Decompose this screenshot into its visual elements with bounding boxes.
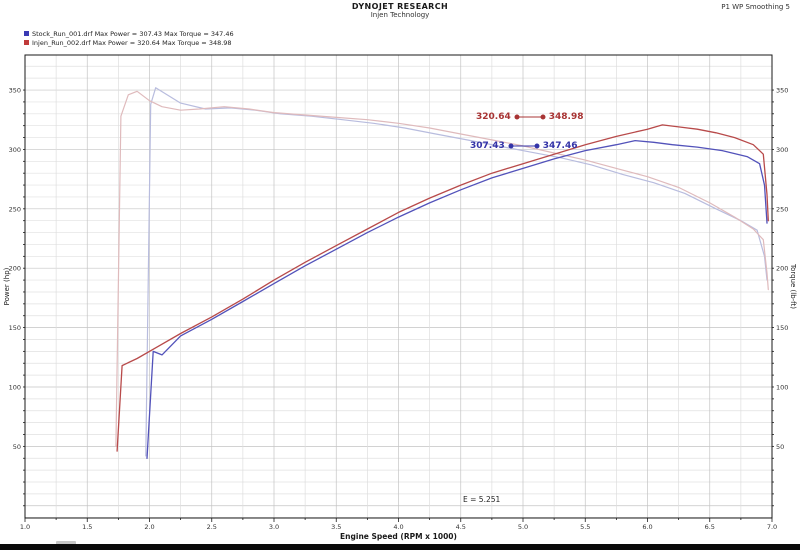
max-power-value: 307.43 <box>470 141 505 151</box>
y-tick-label-right: 250 <box>776 205 788 213</box>
legend: Stock_Run_001.drf Max Power = 307.43 Max… <box>24 29 234 47</box>
y-tick-label-right: 300 <box>776 146 788 154</box>
y-tick-label-left: 200 <box>9 265 21 273</box>
peak-marker-icon <box>508 143 540 149</box>
y-axis-title-right: Torque (lb-ft) <box>789 263 797 309</box>
max-torque-value: 347.46 <box>542 141 578 151</box>
y-tick-label-right: 350 <box>776 87 788 95</box>
x-tick-label: 6.0 <box>642 523 652 531</box>
page-subtitle: Injen Technology <box>370 11 430 19</box>
x-tick-label: 3.0 <box>269 523 279 531</box>
y-axis-title-left: Power (hp) <box>3 267 11 305</box>
x-tick-label: 2.5 <box>207 523 217 531</box>
page-title: DYNOJET RESEARCH <box>351 2 449 11</box>
x-tick-label: 1.5 <box>82 523 92 531</box>
peak-marker-icon <box>514 114 546 120</box>
crossover-annotation: E = 5.251 <box>463 495 501 504</box>
y-tick-label-right: 200 <box>776 265 788 273</box>
peak-callout-stock: 307.43 347.46 <box>470 141 577 151</box>
y-tick-label-left: 250 <box>9 205 21 213</box>
bottom-bar <box>0 544 800 550</box>
x-tick-label: 5.0 <box>518 523 528 531</box>
y-tick-label-left: 50 <box>13 443 21 451</box>
x-tick-label: 7.0 <box>767 523 777 531</box>
legend-swatch-blue <box>24 31 29 36</box>
curve-stock-torque <box>145 87 768 457</box>
y-tick-label-right: 100 <box>776 383 788 391</box>
curve-injen-torque <box>115 90 769 447</box>
x-tick-label: 1.0 <box>20 523 30 531</box>
peak-callout-injen: 320.64 348.98 <box>476 112 583 122</box>
y-tick-label-left: 300 <box>9 146 21 154</box>
footer-mark <box>56 541 76 545</box>
x-axis-title: Engine Speed (RPM x 1000) <box>340 532 457 541</box>
legend-label: Injen_Run_002.drf Max Power = 320.64 Max… <box>32 38 232 47</box>
legend-label: Stock_Run_001.drf Max Power = 307.43 Max… <box>32 29 234 38</box>
y-tick-label-left: 100 <box>9 383 21 391</box>
x-tick-label: 2.0 <box>144 523 154 531</box>
x-tick-label: 5.5 <box>580 523 590 531</box>
legend-item: Injen_Run_002.drf Max Power = 320.64 Max… <box>24 38 234 47</box>
x-tick-label: 3.5 <box>331 523 341 531</box>
x-tick-label: 6.5 <box>705 523 715 531</box>
legend-item: Stock_Run_001.drf Max Power = 307.43 Max… <box>24 29 234 38</box>
max-power-value: 320.64 <box>476 112 511 122</box>
y-tick-label-right: 50 <box>776 443 784 451</box>
x-tick-label: 4.0 <box>393 523 403 531</box>
curve-stock-power <box>146 139 768 459</box>
x-tick-label: 4.5 <box>456 523 466 531</box>
y-tick-label-left: 150 <box>9 324 21 332</box>
max-torque-value: 348.98 <box>548 112 584 122</box>
y-tick-label-left: 350 <box>9 87 21 95</box>
legend-swatch-red <box>24 40 29 45</box>
y-tick-label-right: 150 <box>776 324 788 332</box>
page-info: P1 WP Smoothing 5 <box>721 3 790 11</box>
curve-injen-power <box>116 124 769 452</box>
